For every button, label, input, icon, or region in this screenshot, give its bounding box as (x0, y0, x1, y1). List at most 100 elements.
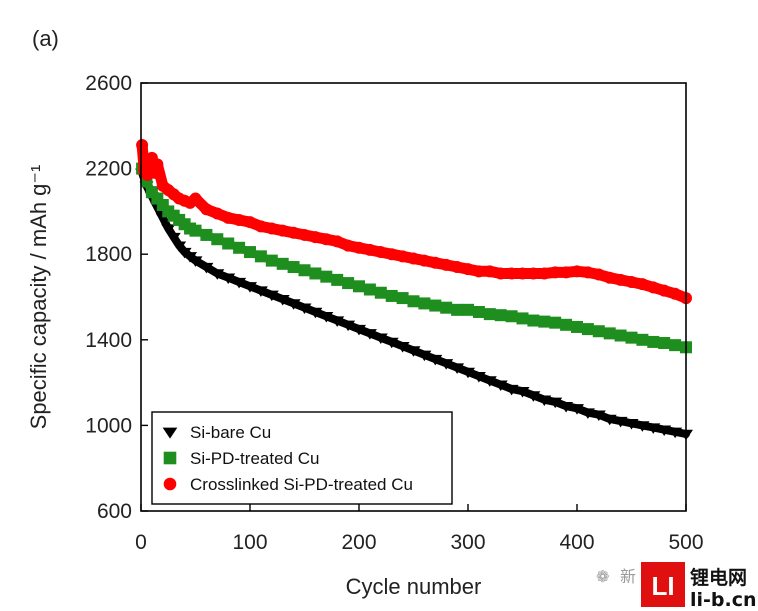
data-point (669, 339, 682, 352)
data-point (636, 278, 649, 291)
data-point (353, 241, 365, 254)
y-tick-label: 1000 (85, 414, 132, 437)
legend-item: Crosslinked Si-PD-treated Cu (163, 475, 413, 494)
data-point (385, 248, 398, 261)
data-point (658, 284, 671, 297)
data-point (373, 333, 388, 344)
data-point (493, 380, 508, 392)
data-point (504, 384, 519, 396)
legend-box (151, 411, 453, 505)
data-point (603, 271, 616, 284)
data-point (342, 277, 355, 290)
data-point (516, 267, 529, 280)
data-point (385, 289, 398, 302)
data-point (527, 267, 540, 280)
data-point (210, 269, 225, 280)
data-point (254, 220, 267, 233)
data-point (505, 310, 518, 323)
data-point (151, 158, 164, 171)
data-point (406, 346, 421, 357)
data-point (309, 231, 322, 244)
data-point (581, 323, 594, 336)
data-point (244, 246, 256, 259)
data-point (353, 280, 365, 293)
series-3 (136, 139, 692, 305)
data-point (265, 254, 278, 267)
data-point (243, 282, 257, 293)
data-point (571, 320, 583, 333)
data-point (505, 267, 518, 280)
data-point (580, 408, 595, 419)
data-point (384, 337, 399, 349)
x-tick-label: 100 (232, 531, 267, 554)
x-tick-label: 400 (559, 531, 594, 554)
data-point (211, 233, 224, 246)
data-point (200, 228, 213, 241)
legend-marker (162, 427, 178, 439)
data-point (603, 327, 616, 340)
data-point (418, 254, 431, 267)
data-point (429, 256, 442, 269)
data-point (253, 286, 268, 297)
data-point (516, 312, 529, 325)
data-point (189, 192, 202, 205)
data-point (625, 276, 638, 289)
y-tick-label: 1400 (85, 329, 132, 352)
data-point (396, 250, 409, 263)
logo-mark-icon (641, 562, 685, 607)
wechat-icon: ❁ (596, 569, 609, 586)
data-point (494, 267, 507, 280)
data-point (417, 350, 432, 362)
data-point (189, 224, 202, 237)
x-tick-label: 300 (450, 531, 485, 554)
legend-item: Si-bare Cu (162, 423, 271, 442)
data-point (298, 264, 311, 277)
data-point (374, 246, 387, 259)
data-point (658, 337, 671, 350)
y-tick-label: 1800 (85, 243, 132, 266)
data-point (407, 252, 420, 265)
data-point (188, 256, 203, 267)
data-point (352, 324, 366, 336)
data-point (232, 277, 247, 289)
data-point (320, 233, 333, 246)
data-point (297, 303, 312, 314)
y-tick-label: 600 (97, 500, 132, 523)
legend: Si-bare Cu Si-PD-treated Cu Crosslinked Si… (151, 411, 453, 505)
data-point (591, 410, 606, 421)
watermark-brand-url: li-b.cn (690, 589, 757, 611)
data-point (462, 263, 474, 276)
data-point (233, 213, 246, 226)
data-point (613, 416, 628, 428)
data-point (308, 307, 323, 319)
data-point (362, 329, 377, 340)
data-point (136, 139, 149, 152)
data-point (363, 283, 376, 296)
data-point (254, 250, 267, 263)
y-tick-label: 2200 (85, 158, 132, 181)
data-point (264, 290, 279, 302)
data-point (614, 273, 627, 286)
data-point (276, 257, 289, 270)
data-point (527, 314, 540, 327)
data-point (549, 266, 562, 279)
data-point (265, 222, 278, 235)
data-point (407, 295, 420, 308)
data-point (395, 342, 410, 353)
data-point (560, 318, 573, 331)
data-point (222, 237, 235, 250)
data-point (602, 414, 617, 426)
data-point (482, 376, 497, 387)
data-point (330, 316, 345, 327)
data-point (472, 305, 485, 318)
data-point (451, 303, 464, 316)
x-tick-label: 200 (341, 531, 376, 554)
tick-labels: 600 1000 1400 1800 2200 2600 0 100 200 300 400 500 (85, 72, 703, 554)
legend-label: Si-bare Cu (190, 423, 271, 442)
data-point (560, 266, 573, 279)
data-point (363, 243, 376, 256)
data-point (624, 419, 639, 430)
data-point (571, 265, 583, 278)
legend-label: Crosslinked Si-PD-treated Cu (190, 475, 413, 494)
